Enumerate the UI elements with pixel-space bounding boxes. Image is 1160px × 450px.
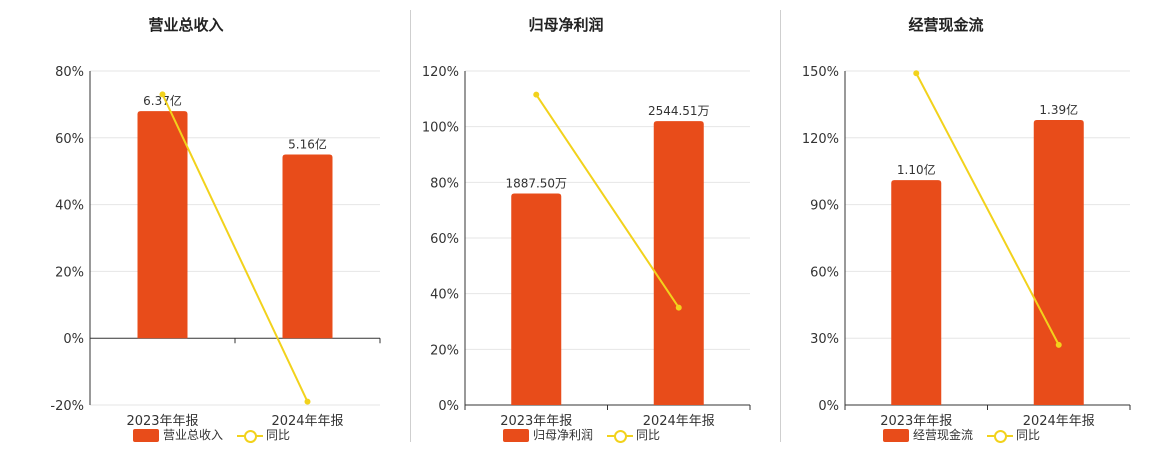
x-tick-label: 2024年年报 [643,414,715,429]
bar-value-label: 1.10亿 [897,162,936,177]
y-tick-label: 150% [802,65,839,80]
y-tick-label: 20% [55,265,84,280]
bar [511,193,562,405]
line-point [159,91,166,98]
legend-bar-label: 经营现金流 [913,428,974,442]
legend-bar-swatch [133,429,159,442]
bar [282,154,333,339]
legend-bar-swatch [883,429,909,442]
y-tick-label: -20% [50,399,84,414]
chart-panel-net-profit: 归母净利润 120% 100% 80% 60% 40% 20% 0% 1887.50万 2023… [380,0,752,450]
y-tick-label: 120% [422,65,459,80]
y-tick-label: 80% [430,176,459,191]
bar-value-label: 5.16亿 [288,137,327,152]
chart-title: 归母净利润 [528,16,604,34]
y-tick-label: 40% [55,199,84,214]
chart-legend: 归母净利润 同比 [380,428,752,444]
y-tick-label: 60% [430,232,459,247]
chart-panel-operating-cash-flow: 经营现金流 150% 120% 90% 60% 30% 0% 1.10亿 2023年年报 1.3… [760,0,1132,450]
bar [653,121,704,405]
x-tick-label: 2024年年报 [271,414,343,429]
line-point [913,70,920,77]
line-point [675,304,682,311]
y-tick-label: 20% [430,343,459,358]
y-tick-label: 60% [55,132,84,147]
bar-value-label: 1.39亿 [1039,102,1078,117]
bar [137,111,188,339]
chart-svg: 80% 60% 40% 20% 0% -20% 6.37亿 2023年年报 5.16亿 2024年… [50,65,381,429]
y-tick-label: 120% [802,132,839,147]
legend-bar-label: 营业总收入 [163,428,224,442]
series-line [915,72,1060,346]
x-tick-label: 2023年年报 [126,414,198,429]
line-point [1055,341,1062,348]
panel-divider [780,10,781,442]
legend-line-marker [244,430,257,443]
line-point [533,91,540,98]
series-line [161,93,309,403]
legend-bar-swatch [503,429,529,442]
legend-line-label: 同比 [1016,428,1041,442]
bar-value-label: 1887.50万 [505,176,567,190]
x-tick-label: 2023年年报 [880,414,952,429]
legend-bar-label: 归母净利润 [533,428,594,442]
bar-value-label: 6.37亿 [143,93,182,108]
y-tick-label: 30% [810,332,839,347]
line-point [304,398,311,405]
x-tick-label: 2024年年报 [1023,414,1095,429]
chart-svg: 150% 120% 90% 60% 30% 0% 1.10亿 2023年年报 1.39亿 2024… [802,65,1131,429]
chart-svg: 120% 100% 80% 60% 40% 20% 0% 1887.50万 2023年年报 254… [422,65,751,429]
y-tick-label: 90% [810,199,839,214]
y-tick-label: 0% [438,399,459,414]
y-tick-label: 0% [818,399,839,414]
chart-title: 经营现金流 [908,16,984,34]
chart-legend: 营业总收入 同比 [0,428,372,444]
chart-panel-revenue: 营业总收入 80% 60% 40% 20% 0% -20% 6.37亿 2023年年报 5.16… [0,0,381,450]
chart-legend: 经营现金流 同比 [760,428,1132,444]
y-tick-label: 100% [422,121,459,136]
series-line [535,94,680,309]
legend-line-marker [614,430,627,443]
y-tick-label: 40% [430,288,459,303]
panel-divider [410,10,411,442]
legend-line-label: 同比 [636,428,661,442]
x-tick-label: 2023年年报 [500,414,572,429]
chart-title: 营业总收入 [148,16,224,34]
legend-line-label: 同比 [266,428,291,442]
bar-value-label: 2544.51万 [648,104,710,118]
legend-line-marker [994,430,1007,443]
bar [891,180,942,405]
y-tick-label: 60% [810,265,839,280]
y-tick-label: 0% [63,332,84,347]
bar [1033,119,1084,405]
y-tick-label: 80% [55,65,84,80]
